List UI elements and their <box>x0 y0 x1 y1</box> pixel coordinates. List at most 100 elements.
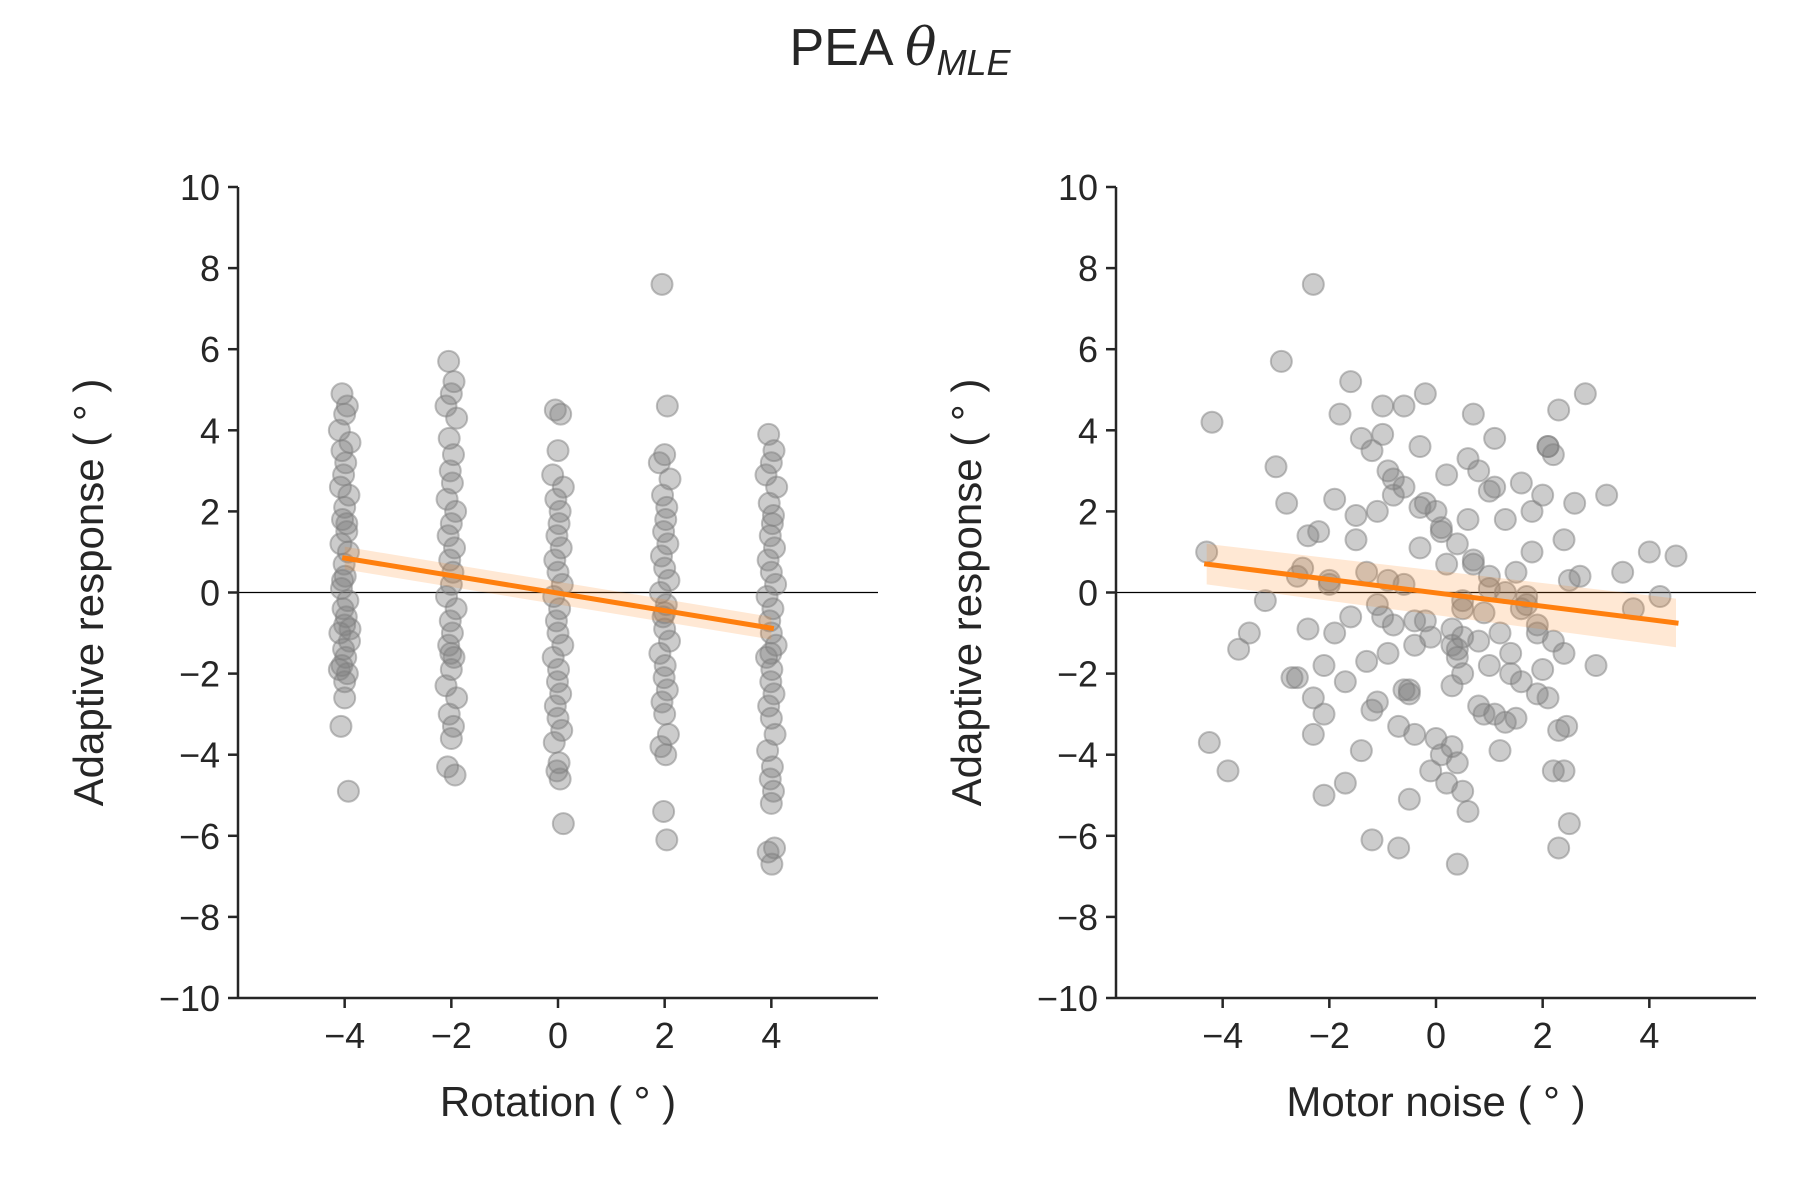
scatter-point <box>1584 653 1608 677</box>
scatter-point <box>1445 852 1469 876</box>
scatter-point <box>1504 560 1528 584</box>
scatter-point <box>1531 658 1555 682</box>
scatter-point <box>647 451 671 475</box>
scatter-point <box>1237 621 1261 645</box>
scatter-point <box>1555 714 1579 738</box>
scatter-point <box>1301 272 1325 296</box>
scatter-point <box>758 524 782 548</box>
scatter-point <box>1525 613 1549 637</box>
scatter-point <box>436 524 460 548</box>
y-tick-label: 8 <box>200 248 220 289</box>
chart-panel-2: −10 −8 −6 −4 −2 0 2 4 6 8 10 −4 −2 0 2 4 Motor noise ( °… <box>943 167 1756 1125</box>
scatter-point <box>759 560 783 584</box>
scatter-point <box>549 682 573 706</box>
scatter-point <box>1376 459 1400 483</box>
scatter-point <box>1376 641 1400 665</box>
scatter-point <box>1349 739 1373 763</box>
scatter-point <box>444 597 468 621</box>
scatter-point <box>1557 812 1581 836</box>
scatter-point <box>1301 722 1325 746</box>
y-tick-label: −8 <box>179 897 220 938</box>
scatter-point <box>655 394 679 418</box>
scatter-point <box>1440 735 1464 759</box>
x-axis-label: Motor noise ( ° ) <box>1286 1078 1585 1125</box>
scatter-point <box>1547 398 1571 422</box>
scatter-point <box>549 402 573 426</box>
scatter-point <box>1488 621 1512 645</box>
scatter-point <box>437 702 461 726</box>
y-tick-label: 10 <box>1058 167 1098 208</box>
scatter-point <box>763 536 787 560</box>
scatter-point <box>1403 633 1427 657</box>
scatter-point <box>331 568 355 592</box>
scatter-point <box>653 617 677 641</box>
scatter-point <box>1536 435 1560 459</box>
scatter-point <box>1563 491 1587 515</box>
scatter-point <box>551 475 575 499</box>
scatter-point <box>1483 702 1507 726</box>
y-axis-label: Adaptive response ( ° ) <box>65 379 112 807</box>
scatter-point <box>1509 670 1533 694</box>
x-tick-label: −4 <box>324 1015 365 1056</box>
scatter-point <box>1531 483 1555 507</box>
scatter-point <box>1365 593 1389 617</box>
scatter-point <box>759 451 783 475</box>
scatter-point <box>444 499 468 523</box>
scatter-point <box>762 682 786 706</box>
scatter-point <box>1408 435 1432 459</box>
scatter-point <box>1200 410 1224 434</box>
scatter-point <box>1216 759 1240 783</box>
scatter-point <box>1360 828 1384 852</box>
scatter-point <box>1323 621 1347 645</box>
scatter-point <box>333 670 357 694</box>
scatter-point <box>547 751 571 775</box>
scatter-point <box>547 658 571 682</box>
figure-title: PEA θMLE <box>0 18 1800 84</box>
scatter-point <box>1456 799 1480 823</box>
scatter-point <box>1397 787 1421 811</box>
y-tick-label: 2 <box>200 491 220 532</box>
scatter-point <box>1387 836 1411 860</box>
scatter-point <box>1461 402 1485 426</box>
y-tick-label: −8 <box>1057 897 1098 938</box>
y-tick-label: −10 <box>159 978 220 1019</box>
scatter-point <box>546 560 570 584</box>
scatter-point <box>654 743 678 767</box>
scatter-point <box>1429 520 1453 544</box>
scatter-point <box>1312 653 1336 677</box>
scatter-point <box>443 763 467 787</box>
scatter-point <box>760 852 784 876</box>
scatter-point <box>1392 394 1416 418</box>
scatter-point <box>1355 649 1379 673</box>
scatter-point <box>546 439 570 463</box>
y-tick-label: −6 <box>1057 816 1098 857</box>
scatter-point <box>1483 426 1507 450</box>
scatter-point <box>545 524 569 548</box>
scatter-point <box>653 702 677 726</box>
scatter-point <box>1365 499 1389 523</box>
scatter-point <box>1323 487 1347 511</box>
scatter-point <box>1264 455 1288 479</box>
scatter-point <box>1573 382 1597 406</box>
scatter-point <box>1552 528 1576 552</box>
y-tick-label: 6 <box>1078 329 1098 370</box>
y-axis-label: Adaptive response ( ° ) <box>943 379 990 807</box>
title-prefix: PEA <box>789 19 906 77</box>
scatter-point <box>1312 702 1336 726</box>
x-axis-label: Rotation ( ° ) <box>440 1078 676 1125</box>
scatter-point <box>1339 605 1363 629</box>
scatter-point <box>336 779 360 803</box>
scatter-point <box>1488 739 1512 763</box>
scatter-point <box>1664 544 1688 568</box>
scatter-point <box>1381 613 1405 637</box>
scatter-point <box>759 791 783 815</box>
scatter-point <box>437 633 461 657</box>
scatter-point <box>337 483 361 507</box>
scatter-point <box>550 718 574 742</box>
scatter-point <box>1381 483 1405 507</box>
y-tick-label: −10 <box>1037 978 1098 1019</box>
scatter-point <box>1403 722 1427 746</box>
y-tick-label: −4 <box>1057 735 1098 776</box>
scatter-point <box>1435 463 1459 487</box>
